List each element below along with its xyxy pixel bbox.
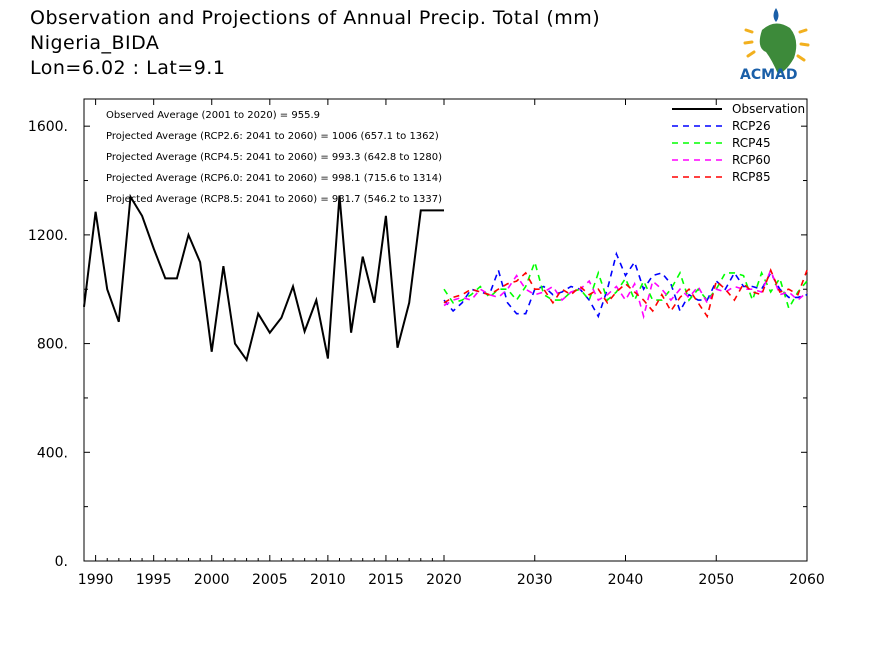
water-drop-icon	[773, 8, 779, 22]
y-tick-label: 400.	[37, 445, 68, 461]
plot-frame	[83, 98, 808, 562]
average-annotation: Projected Average (RCP4.5: 2041 to 2060)…	[106, 152, 442, 163]
series-line-rcp85	[443, 268, 808, 319]
legend-label-rcp85: RCP85	[732, 170, 771, 184]
legend: Observation RCP26 RCP45 RCP60 RCP85	[672, 102, 805, 184]
africa-shape-icon	[759, 23, 797, 74]
station-coords: Lon=6.02 : Lat=9.1	[30, 57, 226, 79]
acmad-logo: ACMAD	[740, 8, 810, 83]
station-name: Nigeria_BIDA	[30, 32, 160, 54]
logo-text: ACMAD	[740, 67, 798, 83]
legend-label-rcp26: RCP26	[732, 119, 771, 133]
x-tick-label: 2010	[310, 572, 346, 588]
x-tick-label: 2040	[608, 572, 644, 588]
average-annotation: Projected Average (RCP8.5: 2041 to 2060)…	[106, 194, 442, 205]
axes: 1990 1995 2000 2005 2010 2015 2020 2030 2040 2050…	[28, 99, 825, 588]
series-line-observation	[83, 193, 444, 363]
x-tick-label: 2060	[789, 572, 825, 588]
series-line-rcp60	[443, 268, 808, 320]
x-tick-label: 1995	[136, 572, 172, 588]
x-tick-label: 1990	[78, 572, 114, 588]
series-layer	[83, 193, 808, 363]
x-tick-label: 2020	[426, 572, 462, 588]
series-line-rcp45	[443, 259, 808, 311]
annotations: Observed Average (2001 to 2020) = 955.9 P…	[106, 110, 442, 205]
series-line-rcp26	[443, 251, 808, 319]
y-tick-label: 1600.	[28, 119, 68, 135]
chart-title: Observation and Projections of Annual Pr…	[30, 7, 601, 29]
legend-label-observation: Observation	[732, 102, 805, 116]
x-tick-label: 2030	[517, 572, 553, 588]
average-annotation: Projected Average (RCP2.6: 2041 to 2060)…	[106, 131, 439, 142]
legend-label-rcp60: RCP60	[732, 153, 771, 167]
y-tick-label: 1200.	[28, 228, 68, 244]
average-annotation: Projected Average (RCP6.0: 2041 to 2060)…	[106, 173, 442, 184]
legend-label-rcp45: RCP45	[732, 136, 771, 150]
y-tick-label: 0.	[55, 554, 68, 570]
x-tick-label: 2015	[368, 572, 404, 588]
y-tick-label: 800.	[37, 337, 68, 353]
x-tick-label: 2000	[194, 572, 230, 588]
x-tick-label: 2050	[698, 572, 734, 588]
x-tick-label: 2005	[252, 572, 288, 588]
average-annotation: Observed Average (2001 to 2020) = 955.9	[106, 110, 320, 121]
sun-rays-icon	[743, 28, 810, 62]
